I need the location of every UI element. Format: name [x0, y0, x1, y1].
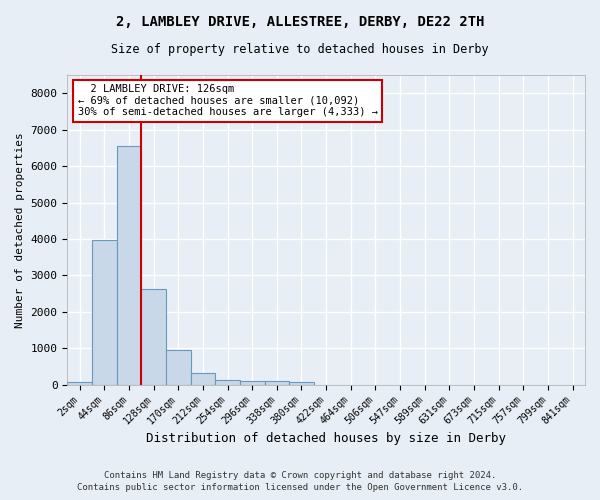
- Bar: [92, 240, 116, 384]
- Bar: [166, 350, 191, 384]
- Bar: [215, 380, 240, 384]
- Bar: [289, 382, 314, 384]
- Text: Contains HM Land Registry data © Crown copyright and database right 2024.: Contains HM Land Registry data © Crown c…: [104, 471, 496, 480]
- Text: Contains public sector information licensed under the Open Government Licence v3: Contains public sector information licen…: [77, 484, 523, 492]
- Y-axis label: Number of detached properties: Number of detached properties: [15, 132, 25, 328]
- Bar: [116, 146, 141, 384]
- Bar: [141, 290, 166, 384]
- Bar: [240, 380, 265, 384]
- Text: 2, LAMBLEY DRIVE, ALLESTREE, DERBY, DE22 2TH: 2, LAMBLEY DRIVE, ALLESTREE, DERBY, DE22…: [116, 15, 484, 29]
- Bar: [67, 382, 92, 384]
- Text: 2 LAMBLEY DRIVE: 126sqm
← 69% of detached houses are smaller (10,092)
30% of sem: 2 LAMBLEY DRIVE: 126sqm ← 69% of detache…: [77, 84, 377, 117]
- Bar: [265, 382, 289, 384]
- Text: Size of property relative to detached houses in Derby: Size of property relative to detached ho…: [111, 42, 489, 56]
- X-axis label: Distribution of detached houses by size in Derby: Distribution of detached houses by size …: [146, 432, 506, 445]
- Bar: [191, 373, 215, 384]
